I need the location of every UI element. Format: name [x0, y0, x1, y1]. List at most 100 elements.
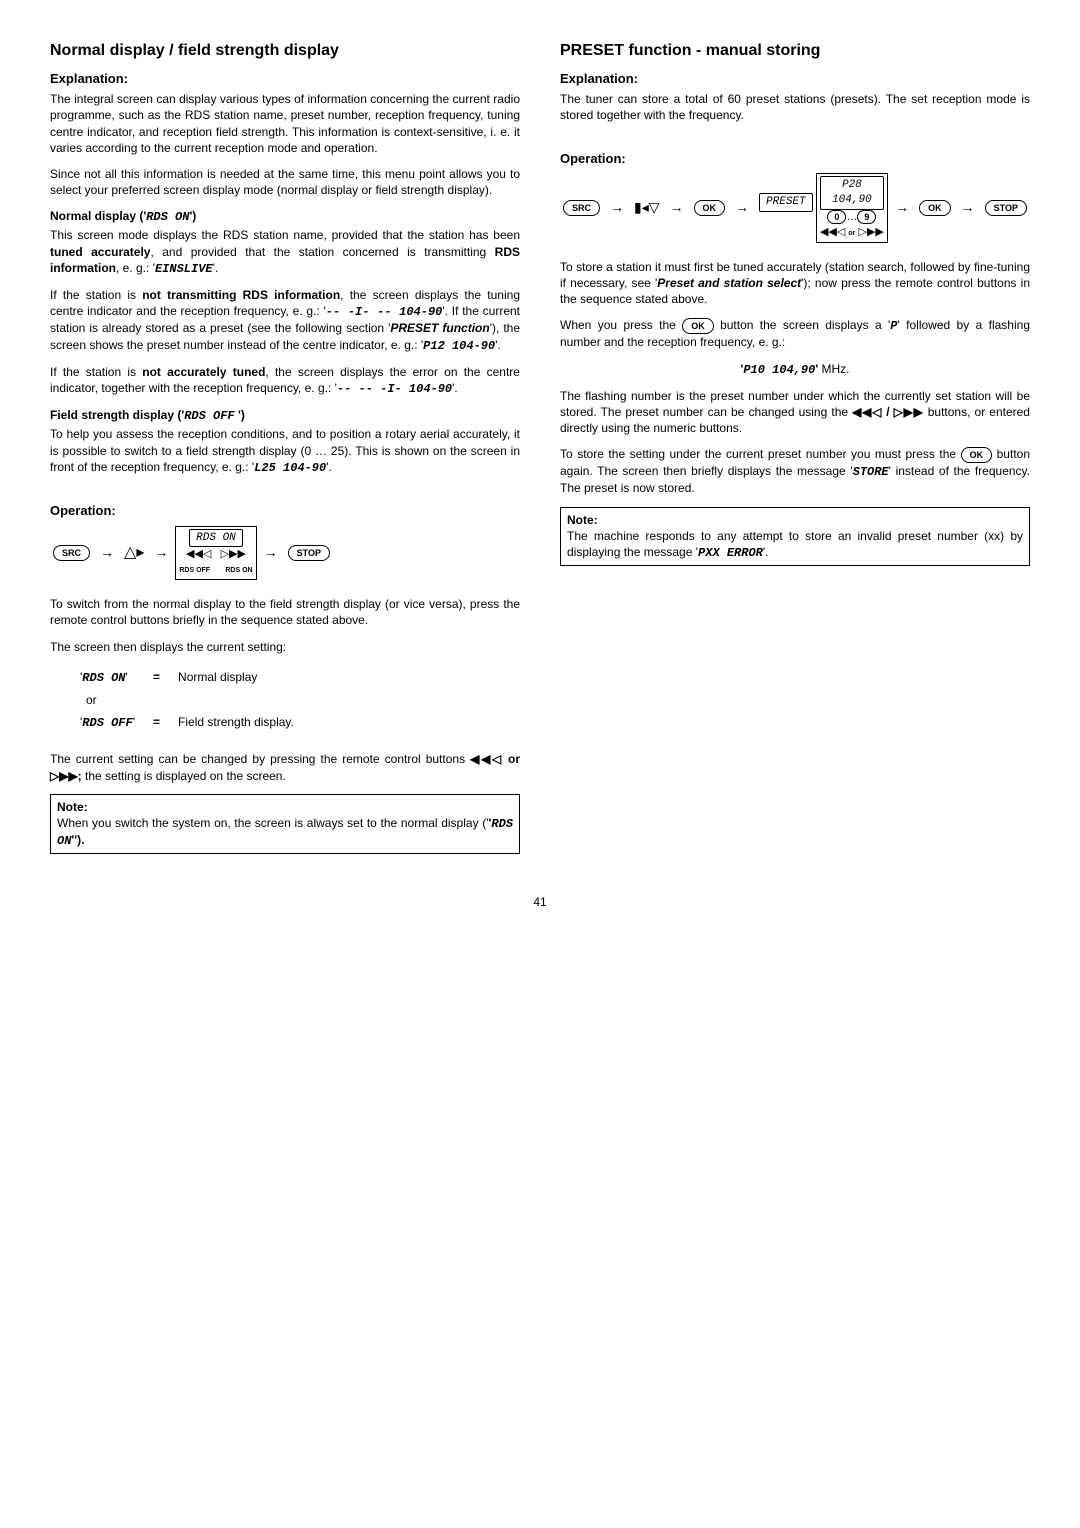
left-operation-heading: Operation: [50, 502, 520, 520]
ok-button: OK [919, 200, 951, 216]
display-text: STORE [853, 465, 889, 479]
text: '. [452, 381, 458, 395]
text: To store the setting under the current p… [560, 447, 961, 461]
right-column: PRESET function - manual storing Explana… [560, 40, 1030, 854]
display-text: EINSLIVE [155, 262, 213, 276]
normal-display-heading: Normal display ('RDS ON') [50, 208, 520, 225]
left-column: Normal display / field strength display … [50, 40, 520, 854]
settings-table: 'RDS ON' = Normal display or 'RDS OFF' =… [70, 665, 304, 736]
text: '). [74, 833, 84, 847]
note-body: When you switch the system on, the scree… [57, 815, 513, 849]
ok-button-inline: OK [682, 318, 714, 334]
text: '. [213, 261, 219, 275]
left-explanation-p2: Since not all this information is needed… [50, 166, 520, 198]
rewind-icon: ◀◀◁ [186, 548, 211, 560]
left-operation-p3: The current setting can be changed by pr… [50, 751, 520, 783]
display-text: P [890, 319, 897, 333]
note-body: The machine responds to any attempt to s… [567, 528, 1023, 561]
left-operation-p1: To switch from the normal display to the… [50, 596, 520, 628]
lcd-display: RDS ON [189, 529, 243, 548]
normal-display-p2: If the station is not transmitting RDS i… [50, 287, 520, 354]
arrow-icon: → [100, 543, 114, 562]
arrow-icon: → [154, 543, 168, 562]
left-note-box: Note: When you switch the system on, the… [50, 794, 520, 855]
right-operation-flow: SRC → ▮◂▽ → OK → PRESET P28 104,90 0…9 ◀… [560, 173, 1030, 242]
text: , e. g.: ' [116, 261, 155, 275]
left-operation-flow: SRC → △▸ → RDS ON ◀◀◁ ▷▶▶ RDS OFF RDS ON [50, 526, 520, 581]
text: When you switch the system on, the scree… [57, 816, 489, 830]
setting-value: Normal display [170, 667, 302, 688]
text: Normal display (' [50, 209, 146, 223]
right-p3: The flashing number is the preset number… [560, 388, 1030, 437]
skip-icon: △▸ [124, 544, 144, 561]
left-operation-p2: The screen then displays the current set… [50, 639, 520, 655]
ok-button: OK [694, 200, 726, 216]
or-label: or [848, 230, 855, 237]
bold-text: not accurately tuned [142, 365, 265, 379]
text: This screen mode displays the RDS statio… [50, 228, 520, 242]
bold-italic-text: Preset and station select [657, 276, 801, 290]
text: '. [326, 460, 332, 474]
bold-text: not transmitting RDS information [142, 288, 340, 302]
equals: = [153, 715, 160, 729]
rewind-icon: ◀◀◁ [820, 226, 845, 238]
rds-off-label: RDS OFF [179, 567, 210, 574]
text: When you press the [560, 318, 682, 332]
text: If the station is [50, 288, 142, 302]
center-display-line: 'P10 104,90' MHz. [560, 361, 1030, 378]
right-title: PRESET function - manual storing [560, 40, 1030, 62]
equals: = [153, 670, 160, 684]
display-text: RDS ON [146, 210, 189, 224]
text: the setting is displayed on the screen. [85, 769, 286, 783]
preset-lcd: PRESET [759, 193, 813, 212]
rds-on-label: RDS ON [225, 567, 252, 574]
arrow-icon: → [735, 198, 749, 217]
field-strength-heading: Field strength display ('RDS OFF ') [50, 407, 520, 424]
text: The machine responds to any attempt to s… [567, 529, 1023, 559]
right-explanation-heading: Explanation: [560, 70, 1030, 88]
display-text: -- -- -I- 104-90 [337, 382, 452, 396]
arrow-icon: → [610, 198, 624, 217]
right-operation-heading: Operation: [560, 150, 1030, 168]
right-p1: To store a station it must first be tune… [560, 259, 1030, 308]
display-text: RDS ON [82, 671, 125, 685]
bold-italic-text: PRESET function [390, 321, 489, 335]
text: ') [189, 209, 196, 223]
normal-display-p1: This screen mode displays the RDS statio… [50, 227, 520, 277]
forward-icon: ▷▶▶ [221, 548, 246, 560]
stop-button: STOP [985, 200, 1027, 216]
right-p2: When you press the OK button the screen … [560, 317, 1030, 350]
field-strength-p: To help you assess the reception conditi… [50, 426, 520, 476]
setting-row: or [72, 690, 302, 710]
page-columns: Normal display / field strength display … [50, 40, 1030, 854]
flow-table: SRC → △▸ → RDS ON ◀◀◁ ▷▶▶ RDS OFF RDS ON [50, 526, 333, 581]
note-title: Note: [57, 799, 513, 815]
forward-icon: ▷▶▶ [858, 226, 883, 238]
display-text: -- -I- -- 104-90 [326, 305, 443, 319]
flow-table: SRC → ▮◂▽ → OK → PRESET P28 104,90 0…9 ◀… [560, 173, 1030, 242]
arrow-icon: → [264, 543, 278, 562]
page-number: 41 [50, 894, 1030, 910]
left-explanation-heading: Explanation: [50, 70, 520, 88]
setting-value: Field strength display. [170, 712, 302, 733]
text: Field strength display (' [50, 408, 184, 422]
text: '. [763, 545, 769, 559]
num-9-button: 9 [857, 210, 876, 224]
note-title: Note: [567, 512, 1023, 528]
display-text: P10 104,90 [743, 363, 815, 377]
stop-button: STOP [288, 545, 330, 561]
right-explanation-p: The tuner can store a total of 60 preset… [560, 91, 1030, 123]
right-p4: To store the setting under the current p… [560, 446, 1030, 496]
text: button the screen displays a ' [714, 318, 891, 332]
src-button: SRC [563, 200, 600, 216]
text: '. [495, 338, 501, 352]
left-title: Normal display / field strength display [50, 40, 520, 62]
arrow-icon: → [670, 198, 684, 217]
text: ') [235, 408, 245, 422]
arrow-icon: → [961, 198, 975, 217]
lcd-display: P28 104,90 [820, 176, 885, 210]
normal-display-p3: If the station is not accurately tuned, … [50, 364, 520, 397]
left-explanation-p1: The integral screen can display various … [50, 91, 520, 156]
display-text: RDS OFF [82, 716, 132, 730]
arrow-icon: → [895, 198, 909, 217]
